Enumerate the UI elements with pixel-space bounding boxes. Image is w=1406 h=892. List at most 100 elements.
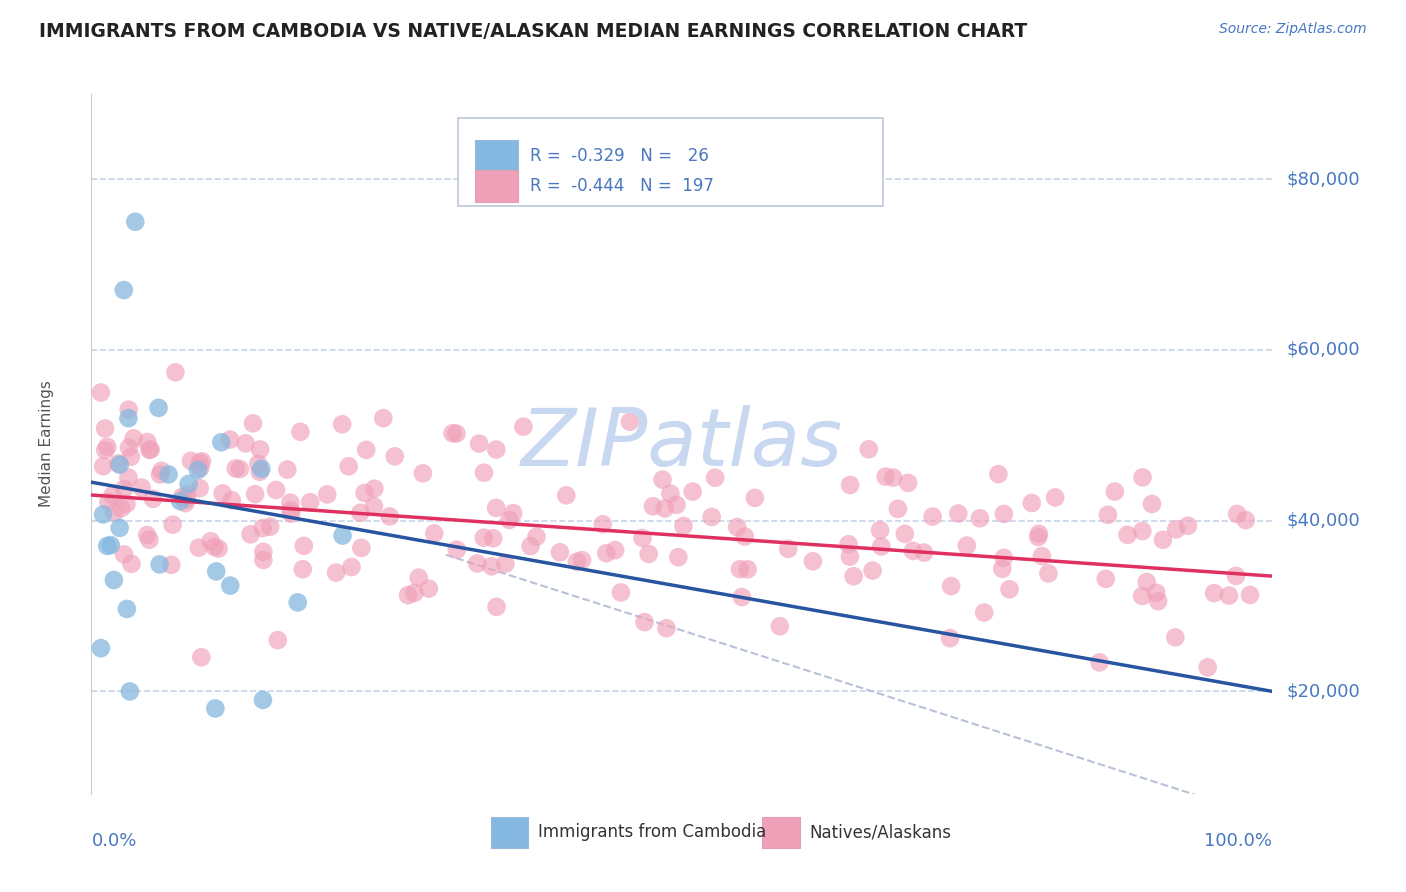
Point — [655, 621, 678, 635]
Point — [481, 559, 503, 574]
Point — [160, 558, 183, 572]
Point — [1136, 574, 1159, 589]
Text: R =  -0.444   N =  197: R = -0.444 N = 197 — [530, 178, 713, 195]
Point — [148, 401, 170, 415]
Point — [737, 562, 759, 576]
Text: Natives/Alaskans: Natives/Alaskans — [810, 823, 952, 841]
Point — [117, 470, 139, 484]
Point — [354, 442, 377, 457]
Point — [672, 519, 695, 533]
Point — [1132, 470, 1154, 484]
Point — [112, 283, 135, 297]
Point — [384, 450, 406, 464]
Point — [250, 462, 273, 476]
Point — [512, 419, 534, 434]
Point — [200, 534, 222, 549]
Text: ZIPatlas: ZIPatlas — [520, 405, 844, 483]
Point — [118, 402, 141, 417]
Point — [138, 442, 160, 457]
Point — [1031, 549, 1053, 563]
Point — [94, 443, 117, 458]
Point — [363, 482, 385, 496]
Point — [1218, 589, 1240, 603]
Point — [1147, 594, 1170, 608]
Point — [651, 473, 673, 487]
Point — [641, 500, 664, 514]
Point — [472, 466, 495, 480]
Point — [188, 456, 211, 470]
Point — [769, 619, 792, 633]
Point — [149, 467, 172, 482]
Point — [235, 436, 257, 450]
Point — [998, 582, 1021, 597]
Point — [610, 585, 633, 599]
Point — [91, 459, 114, 474]
Point — [921, 509, 943, 524]
Point — [142, 491, 165, 506]
Point — [838, 537, 860, 551]
Point — [172, 490, 194, 504]
Point — [1197, 660, 1219, 674]
Point — [205, 565, 228, 579]
Point — [108, 458, 131, 472]
Point — [502, 506, 524, 520]
Point — [700, 510, 723, 524]
Point — [252, 553, 274, 567]
Point — [897, 475, 920, 490]
Point — [188, 481, 211, 495]
Point — [112, 548, 135, 562]
Point — [1038, 566, 1060, 581]
Point — [472, 531, 495, 545]
Point — [292, 539, 315, 553]
Point — [631, 531, 654, 545]
Point — [332, 528, 354, 542]
Point — [396, 588, 419, 602]
Text: Source: ZipAtlas.com: Source: ZipAtlas.com — [1219, 22, 1367, 37]
Point — [108, 521, 131, 535]
Point — [862, 564, 884, 578]
Point — [1164, 631, 1187, 645]
Point — [956, 539, 979, 553]
Text: $40,000: $40,000 — [1286, 512, 1361, 530]
Point — [187, 463, 209, 477]
Point — [485, 442, 508, 457]
Point — [299, 495, 322, 509]
Point — [838, 549, 860, 564]
Point — [1026, 530, 1049, 544]
Point — [180, 454, 202, 468]
Point — [280, 495, 302, 509]
Point — [373, 411, 395, 425]
Point — [264, 483, 287, 497]
Text: $80,000: $80,000 — [1286, 170, 1360, 188]
Point — [190, 650, 212, 665]
Point — [176, 492, 198, 507]
Point — [247, 457, 270, 471]
Point — [1202, 586, 1225, 600]
Point — [252, 545, 274, 559]
Point — [1177, 518, 1199, 533]
Point — [290, 425, 312, 439]
Point — [734, 530, 756, 544]
Point — [221, 493, 243, 508]
Point — [465, 557, 488, 571]
Point — [1097, 508, 1119, 522]
Point — [138, 533, 160, 547]
Point — [446, 542, 468, 557]
Point — [350, 541, 373, 555]
Point — [207, 541, 229, 556]
Point — [103, 573, 125, 587]
Text: $20,000: $20,000 — [1286, 682, 1361, 700]
Text: R =  -0.329   N =   26: R = -0.329 N = 26 — [530, 147, 709, 165]
Point — [404, 586, 426, 600]
Point — [548, 545, 571, 559]
Point — [252, 693, 274, 707]
Point — [1239, 588, 1261, 602]
Point — [225, 461, 247, 475]
FancyBboxPatch shape — [475, 140, 517, 172]
Point — [91, 508, 114, 522]
Point — [122, 431, 145, 445]
Point — [842, 569, 865, 583]
FancyBboxPatch shape — [475, 170, 517, 202]
Point — [90, 385, 112, 400]
Point — [249, 465, 271, 479]
